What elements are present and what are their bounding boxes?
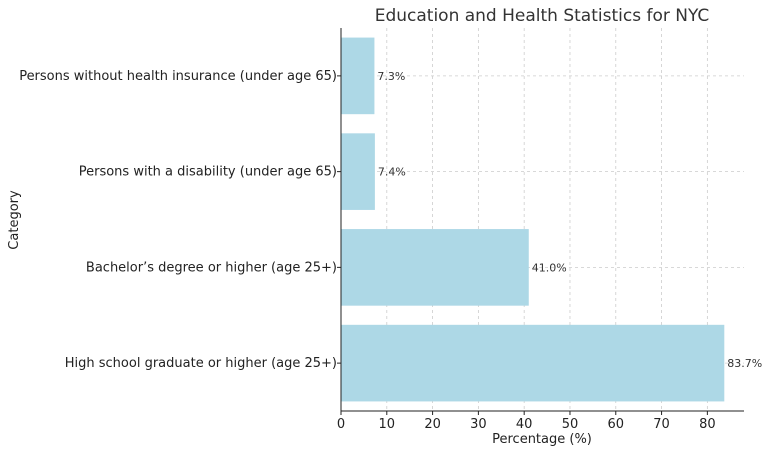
data-label: 7.4% [378,166,406,179]
bar [341,37,375,115]
x-tick-label: 40 [516,417,533,432]
x-tick-label: 70 [653,417,670,432]
axis-layer [337,28,744,415]
category-tick-label: High school graduate or higher (age 25+) [65,356,337,371]
data-label: 41.0% [532,261,567,274]
category-tick-label: Bachelor’s degree or higher (age 25+) [86,260,337,275]
label-layer: High school graduate or higher (age 25+)… [19,69,762,432]
x-tick-label: 60 [607,417,624,432]
category-tick-label: Persons with a disability (under age 65) [79,165,337,180]
chart-title: Education and Health Statistics for NYC [375,6,710,26]
category-tick-label: Persons without health insurance (under … [19,69,337,84]
x-tick-label: 50 [562,417,579,432]
bar [341,133,375,210]
x-tick-label: 20 [424,417,441,432]
x-tick-label: 80 [699,417,716,432]
x-tick-label: 30 [470,417,487,432]
bar [341,229,529,306]
data-label: 7.3% [377,70,405,83]
x-tick-label: 10 [379,417,396,432]
bar [341,324,725,402]
x-tick-label: 0 [337,417,345,432]
bar-layer [341,37,725,402]
y-axis-label: Category [7,190,22,250]
x-axis-label: Percentage (%) [492,432,592,447]
data-label: 83.7% [727,357,762,370]
